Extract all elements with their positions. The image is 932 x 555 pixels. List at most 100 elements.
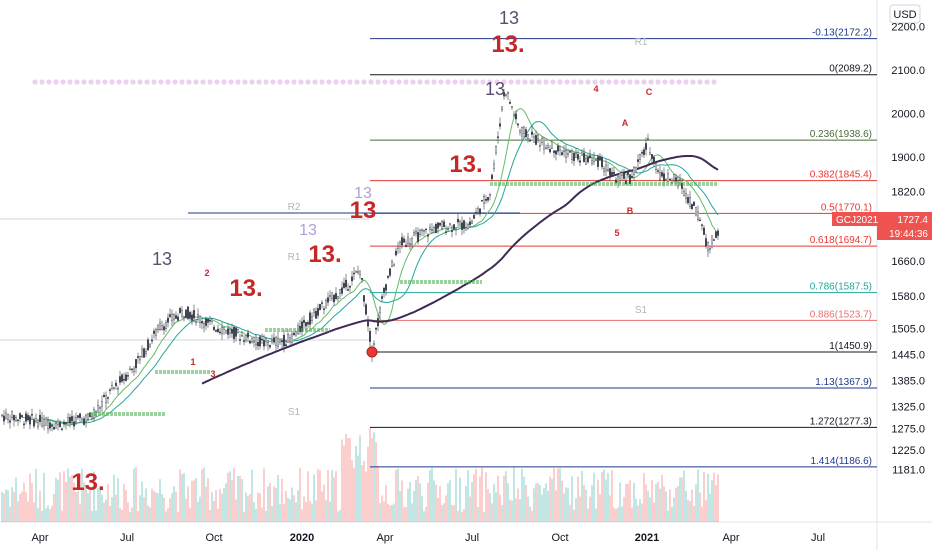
time-tick-label: 2020 xyxy=(290,532,314,544)
candle-body xyxy=(210,318,213,322)
volume-bar xyxy=(127,502,129,522)
volume-bar xyxy=(5,489,7,522)
volume-bar xyxy=(293,495,295,522)
volume-bar xyxy=(339,509,341,522)
candle-body xyxy=(699,219,702,222)
fib-level-label: 0(2089.2) xyxy=(829,64,872,75)
candle-body xyxy=(196,314,199,318)
volume-bar xyxy=(83,482,85,522)
candle-body xyxy=(8,420,11,423)
currency-label[interactable]: USD xyxy=(893,9,916,21)
candle-body xyxy=(160,325,163,331)
signal-dot xyxy=(606,79,612,85)
candle-body xyxy=(57,420,60,425)
volume-bar xyxy=(533,488,535,522)
candle-body xyxy=(513,114,516,116)
sequence-count-label: 13. xyxy=(229,275,262,302)
candle-body xyxy=(190,314,193,321)
price-axis-panel xyxy=(877,0,932,550)
volume-bar xyxy=(433,480,435,522)
volume-bar xyxy=(193,480,195,522)
volume-bar xyxy=(43,472,45,522)
candle-body xyxy=(505,94,508,96)
signal-dot xyxy=(214,79,220,85)
candle-body xyxy=(553,150,556,153)
candle-body xyxy=(463,220,466,229)
volume-bar xyxy=(653,502,655,522)
volume-bar xyxy=(607,472,609,522)
volume-bar xyxy=(101,494,103,522)
volume-bar xyxy=(291,487,293,522)
signal-dot xyxy=(172,79,178,85)
signal-dot xyxy=(158,79,164,85)
volume-bar xyxy=(495,492,497,522)
volume-bar xyxy=(59,472,61,522)
volume-bar xyxy=(469,496,471,522)
candle-body xyxy=(303,319,306,323)
volume-bar xyxy=(273,486,275,522)
volume-bar xyxy=(711,480,713,522)
signal-dot xyxy=(361,79,367,85)
candle-body xyxy=(641,152,644,154)
candle-body xyxy=(569,151,572,153)
volume-bar xyxy=(359,435,361,522)
candle-body xyxy=(703,227,706,235)
volume-bar xyxy=(131,507,133,522)
candle-body xyxy=(192,310,195,319)
volume-bar xyxy=(269,483,271,522)
candle-body xyxy=(267,342,270,346)
volume-bar xyxy=(263,468,265,522)
volume-bar xyxy=(563,493,565,522)
candle-body xyxy=(55,423,58,429)
candle-body xyxy=(537,134,540,140)
sequence-count-label: 13 xyxy=(354,185,372,202)
volume-bar xyxy=(503,475,505,522)
candle-body xyxy=(212,326,215,331)
volume-bar xyxy=(609,495,611,522)
candle-body xyxy=(248,340,251,344)
signal-dot xyxy=(74,79,80,85)
candle-body xyxy=(220,327,223,334)
candle-body xyxy=(277,337,280,347)
candle-body xyxy=(379,307,382,314)
currency-box[interactable] xyxy=(889,4,921,24)
volume-bar xyxy=(237,476,239,522)
candle-body xyxy=(683,190,686,196)
candle-body xyxy=(347,289,350,291)
volume-bar xyxy=(521,468,523,522)
volume-bar xyxy=(439,486,441,522)
volume-bar xyxy=(551,479,553,522)
signal-dot xyxy=(186,79,192,85)
volume-bar xyxy=(205,486,207,522)
signal-dot xyxy=(270,79,276,85)
volume-bar xyxy=(135,467,137,522)
volume-bar xyxy=(389,505,391,522)
signal-dot xyxy=(249,79,255,85)
volume-bar xyxy=(313,474,315,522)
volume-bar xyxy=(253,502,255,522)
volume-bar xyxy=(103,502,105,522)
candle-body xyxy=(156,324,159,331)
candle-body xyxy=(595,159,598,161)
volume-bar xyxy=(67,468,69,522)
volume-bar xyxy=(671,506,673,522)
signal-dot xyxy=(550,79,556,85)
volume-bar xyxy=(669,489,671,522)
volume-bar xyxy=(305,501,307,522)
candle-body xyxy=(285,344,288,347)
volume-bar xyxy=(223,488,225,522)
candle-body xyxy=(291,333,294,343)
volume-bar xyxy=(633,482,635,522)
candle-body xyxy=(293,332,296,335)
signal-dot xyxy=(389,79,395,85)
candle-body xyxy=(489,194,492,196)
volume-bar xyxy=(29,473,31,522)
signal-dot xyxy=(445,79,451,85)
signal-dot xyxy=(459,79,465,85)
candle-body xyxy=(76,415,79,418)
signal-dot xyxy=(298,79,304,85)
volume-bar xyxy=(447,483,449,522)
volume-bar xyxy=(391,504,393,522)
candle-body xyxy=(341,287,344,294)
volume-bar xyxy=(577,476,579,522)
